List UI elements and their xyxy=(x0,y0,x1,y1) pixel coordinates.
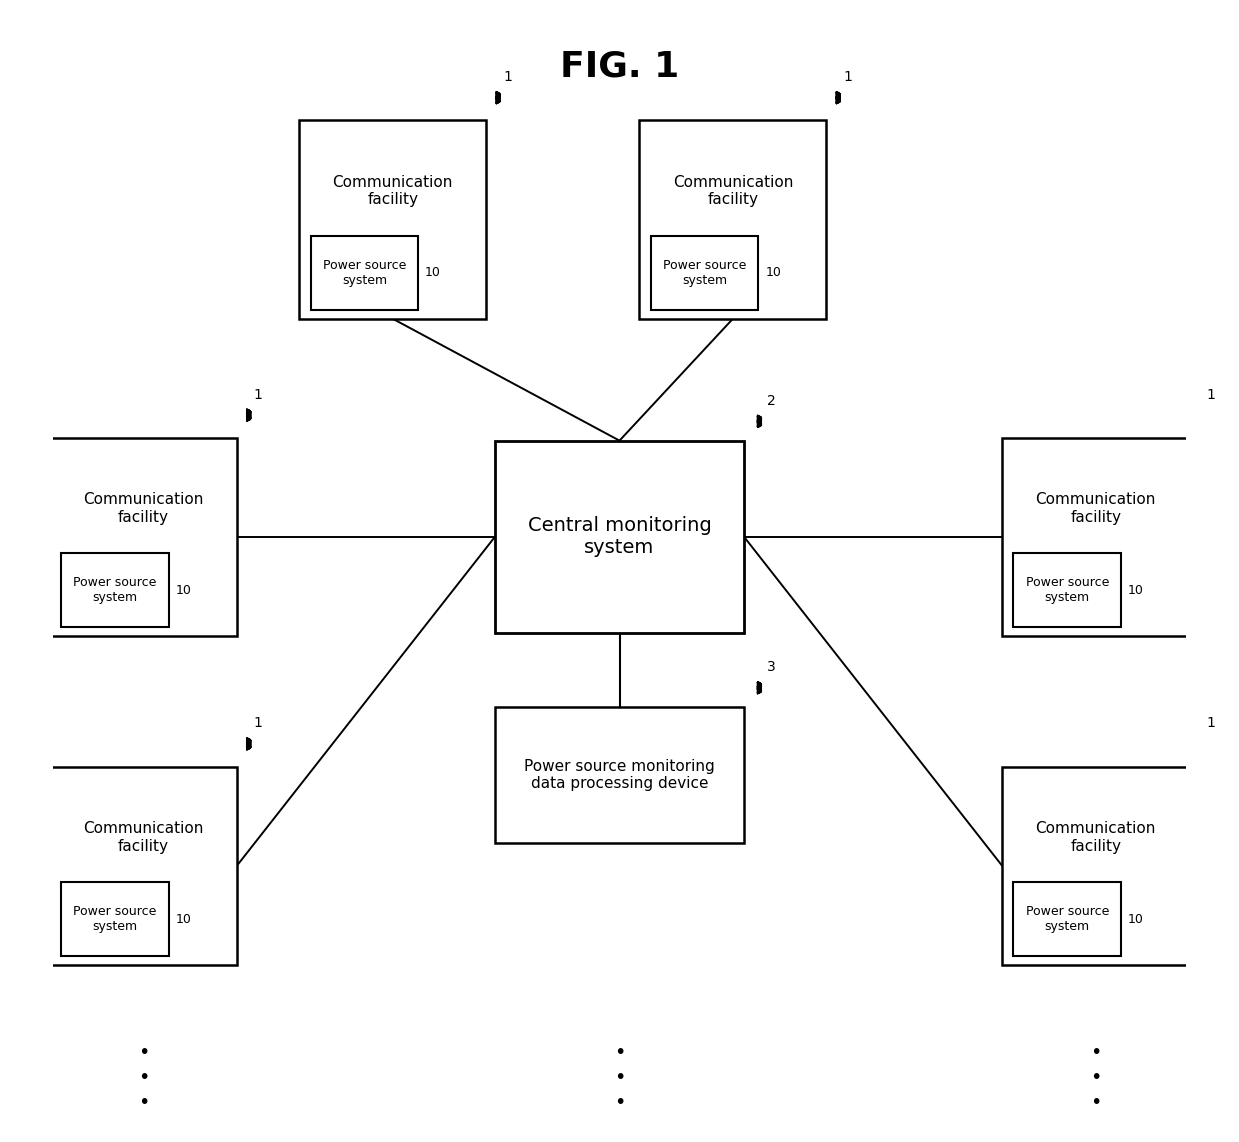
Bar xyxy=(1014,554,1121,627)
Text: Communication
facility: Communication facility xyxy=(1036,821,1156,853)
Bar xyxy=(311,236,419,309)
Bar xyxy=(61,882,169,956)
Text: •: • xyxy=(613,1093,626,1112)
Text: 10: 10 xyxy=(425,266,441,280)
Text: 10: 10 xyxy=(766,266,781,280)
Text: 1: 1 xyxy=(1207,716,1215,731)
Text: Power source
system: Power source system xyxy=(663,259,746,287)
Text: •: • xyxy=(613,1044,626,1062)
Text: •: • xyxy=(138,1044,149,1062)
Text: 1: 1 xyxy=(254,388,263,402)
Text: 2: 2 xyxy=(767,394,776,408)
Text: Power source
system: Power source system xyxy=(322,259,406,287)
Bar xyxy=(50,766,237,965)
Text: •: • xyxy=(138,1068,149,1087)
Text: Power source
system: Power source system xyxy=(73,906,156,933)
Text: •: • xyxy=(138,1093,149,1112)
Text: Power source
system: Power source system xyxy=(1026,577,1109,604)
Text: Power source
system: Power source system xyxy=(1026,906,1109,933)
Text: •: • xyxy=(613,1068,626,1087)
Text: 10: 10 xyxy=(1127,584,1144,597)
Text: 3: 3 xyxy=(767,660,776,675)
Bar xyxy=(50,437,237,636)
Text: 10: 10 xyxy=(1127,912,1144,925)
Bar xyxy=(494,707,745,843)
Bar xyxy=(494,441,745,634)
Text: Communication
facility: Communication facility xyxy=(83,492,203,525)
Bar xyxy=(300,120,486,319)
Text: Central monitoring
system: Central monitoring system xyxy=(528,516,711,557)
Text: •: • xyxy=(1090,1093,1101,1112)
Text: 10: 10 xyxy=(176,912,192,925)
Text: Power source monitoring
data processing device: Power source monitoring data processing … xyxy=(524,759,715,791)
Text: 1: 1 xyxy=(503,71,512,85)
Text: •: • xyxy=(1090,1044,1101,1062)
Text: Power source
system: Power source system xyxy=(73,577,156,604)
Text: Communication
facility: Communication facility xyxy=(83,821,203,853)
Text: •: • xyxy=(1090,1068,1101,1087)
Bar xyxy=(639,120,826,319)
Bar xyxy=(1002,766,1189,965)
Text: 1: 1 xyxy=(254,716,263,731)
Text: FIG. 1: FIG. 1 xyxy=(560,49,679,83)
Text: Communication
facility: Communication facility xyxy=(1036,492,1156,525)
Bar xyxy=(1002,437,1189,636)
Text: 1: 1 xyxy=(844,71,852,85)
Text: 10: 10 xyxy=(176,584,192,597)
Bar xyxy=(650,236,758,309)
Bar xyxy=(61,554,169,627)
Bar xyxy=(1014,882,1121,956)
Text: Communication
facility: Communication facility xyxy=(332,175,453,208)
Text: 1: 1 xyxy=(1207,388,1215,402)
Text: Communication
facility: Communication facility xyxy=(673,175,793,208)
